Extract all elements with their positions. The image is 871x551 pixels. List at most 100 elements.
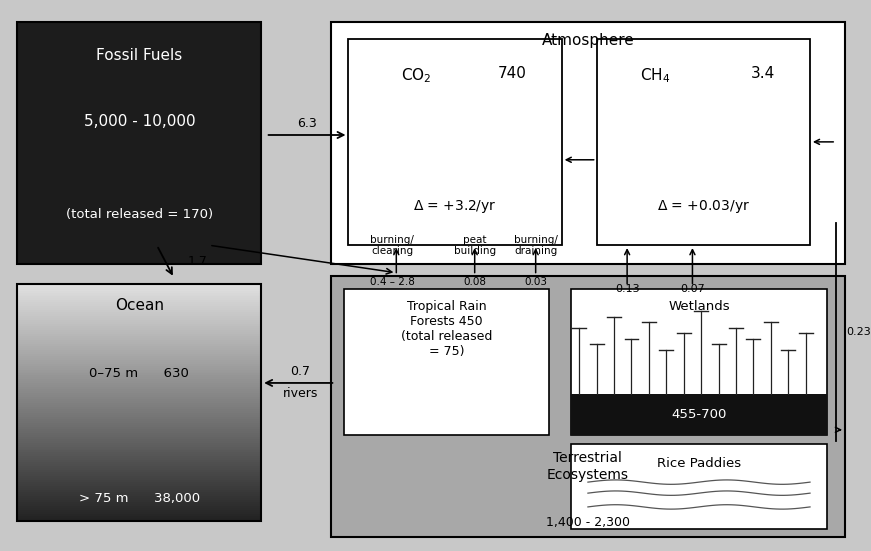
Bar [17,466,261,469]
Bar [17,433,261,436]
Bar [17,371,261,375]
Bar [17,441,261,444]
Bar [17,309,261,311]
Bar [17,409,261,412]
Bar [17,299,261,301]
Text: 3.4: 3.4 [751,66,775,81]
Bar [17,399,261,402]
Bar [17,435,261,437]
Bar [17,375,261,379]
Bar [17,380,261,382]
Bar [17,474,261,477]
Bar [17,296,261,300]
Bar [17,284,261,521]
Bar [17,425,261,428]
Bar [17,328,261,331]
Text: 0.4 – 2.8: 0.4 – 2.8 [369,277,415,287]
Bar [17,500,261,503]
Bar [17,383,261,386]
Bar [17,360,261,363]
Bar [17,423,261,426]
Bar [17,431,261,434]
Bar [17,344,261,347]
Bar [17,429,261,432]
Bar [17,462,261,466]
Bar [17,445,261,447]
Bar [17,492,261,495]
Bar [17,294,261,298]
Text: 455-700: 455-700 [672,408,726,421]
Bar [17,358,261,361]
Bar [17,455,261,457]
Bar [331,276,845,537]
Text: $\Delta$ = +3.2/yr: $\Delta$ = +3.2/yr [414,198,496,215]
Bar [17,287,261,290]
Text: 0.07: 0.07 [680,284,705,294]
Bar [17,470,261,473]
Text: 1,400 - 2,300: 1,400 - 2,300 [546,516,630,529]
Bar [17,417,261,420]
Bar [17,512,261,515]
Bar [17,415,261,418]
Bar [17,374,261,376]
Text: burning/
draining: burning/ draining [514,235,557,256]
Bar [17,332,261,335]
Bar [17,510,261,513]
Text: CO$_2$: CO$_2$ [401,66,431,85]
Bar [17,498,261,501]
Text: 0–75 m      630: 0–75 m 630 [90,368,189,380]
Text: Terrestrial
Ecosystems: Terrestrial Ecosystems [547,451,629,482]
Bar [17,338,261,341]
Bar [17,484,261,487]
Bar [17,290,261,294]
Bar [17,439,261,442]
Bar [17,356,261,359]
Bar [17,346,261,349]
Bar [17,482,261,485]
Bar [17,517,261,521]
Text: Ocean: Ocean [115,298,164,312]
Bar [17,361,261,365]
Bar [17,456,261,460]
Bar [17,334,261,337]
Bar [17,436,261,440]
Bar [17,405,261,408]
Bar [17,488,261,491]
Bar [17,452,261,456]
Text: peat
building: peat building [454,235,496,256]
Text: 5,000 - 10,000: 5,000 - 10,000 [84,114,195,129]
Text: CH$_4$: CH$_4$ [640,66,671,85]
Bar [17,506,261,509]
Bar [17,368,261,371]
Bar [17,472,261,476]
Bar [17,476,261,479]
Bar [17,458,261,462]
Bar [17,407,261,410]
Bar [17,318,261,321]
Text: 740: 740 [498,66,527,81]
Bar [17,348,261,351]
Bar [17,446,261,450]
Bar [17,427,261,430]
Bar [17,364,261,367]
Bar [17,464,261,467]
Bar [17,283,261,286]
Bar [17,322,261,325]
Text: 0.08: 0.08 [463,277,486,287]
Bar [17,419,261,422]
Text: Fossil Fuels: Fossil Fuels [96,47,183,63]
Bar [17,302,261,305]
Bar [17,421,261,424]
Bar [17,389,261,392]
Bar [17,354,261,357]
Bar [17,494,261,497]
Bar [17,22,261,264]
Bar [17,316,261,320]
Bar [17,285,261,288]
Bar [17,300,261,304]
Bar [17,330,261,333]
Bar [17,401,261,404]
Text: 1.7: 1.7 [187,255,207,268]
Bar [17,461,261,463]
Bar [17,393,261,396]
